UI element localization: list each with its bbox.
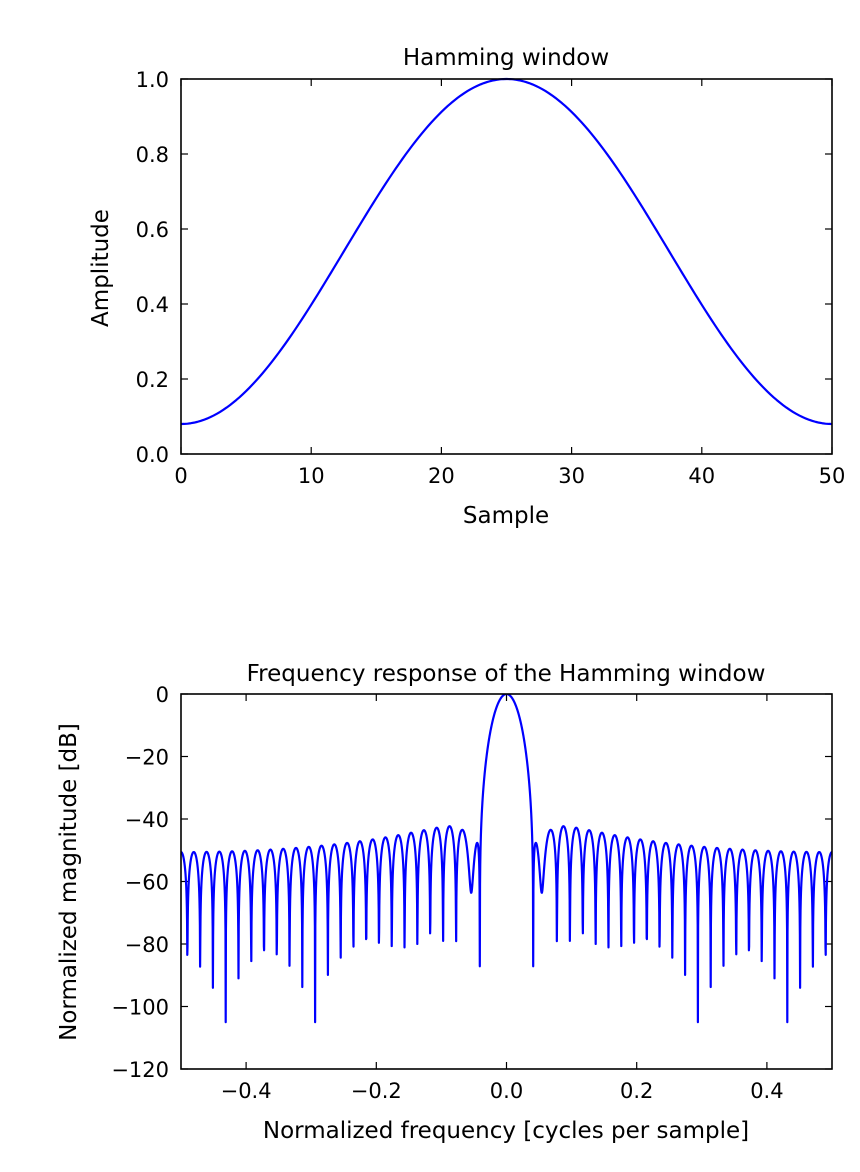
plot2-y-tick-labels: 0 −20 −40 −60 −80 −100 −120 bbox=[111, 683, 169, 1082]
x-tick-label: 0.4 bbox=[750, 1079, 783, 1103]
x-tick-label: 20 bbox=[428, 464, 455, 488]
x-tick-label: 0.2 bbox=[620, 1079, 653, 1103]
y-tick-label: −40 bbox=[125, 808, 169, 832]
y-tick-label: −120 bbox=[111, 1058, 169, 1082]
y-tick-label: 1.0 bbox=[136, 68, 169, 92]
plot2-y-axis-label: Normalized magnitude [dB] bbox=[56, 723, 82, 1041]
plot-hamming-window: Hamming window 0 10 20 30 40 50 0.00.20.40.60… bbox=[88, 45, 845, 529]
x-tick-label: 30 bbox=[558, 464, 585, 488]
plot1-y-tick-labels: 0.0 0.2 0.4 0.6 0.8 1.0 bbox=[136, 68, 169, 467]
plot1-series-line bbox=[180, 77, 833, 426]
x-tick-label: 40 bbox=[688, 464, 715, 488]
y-tick-label: −100 bbox=[111, 996, 169, 1020]
y-tick-label: 0 bbox=[156, 683, 169, 707]
plot1-ticks bbox=[180, 78, 833, 455]
x-tick-label: 10 bbox=[298, 464, 325, 488]
y-tick-label: −60 bbox=[125, 871, 169, 895]
y-tick-label: −20 bbox=[125, 746, 169, 770]
plot1-y-axis-label: Amplitude bbox=[88, 209, 114, 327]
x-tick-label: −0.2 bbox=[351, 1079, 402, 1103]
y-tick-label: 0.6 bbox=[136, 218, 169, 242]
y-tick-label: −80 bbox=[125, 933, 169, 957]
x-tick-label: 50 bbox=[819, 464, 846, 488]
plot-frequency-response: Frequency response of the Hamming window… bbox=[56, 661, 833, 1144]
x-tick-label: 0.0 bbox=[490, 1079, 523, 1103]
x-tick-label: −0.4 bbox=[221, 1079, 272, 1103]
y-tick-label: 0.2 bbox=[136, 368, 169, 392]
plot1-x-axis-label: Sample bbox=[463, 503, 549, 529]
plot2-frame bbox=[180, 693, 833, 1070]
plot2-x-tick-labels: −0.4 −0.2 0.0 0.2 0.4 bbox=[221, 1079, 784, 1103]
y-tick-label: 0.8 bbox=[136, 143, 169, 167]
y-tick-label: 0.0 bbox=[136, 443, 169, 467]
y-tick-label: 0.4 bbox=[136, 293, 169, 317]
plot1-frame bbox=[180, 78, 833, 455]
plot2-x-axis-label: Normalized frequency [cycles per sample] bbox=[263, 1118, 749, 1144]
plot2-title: Frequency response of the Hamming window bbox=[247, 661, 766, 687]
plot1-title: Hamming window bbox=[403, 45, 609, 71]
x-tick-label: 0 bbox=[174, 464, 187, 488]
plot2-series-line bbox=[181, 694, 832, 1024]
plot1-x-tick-labels: 0 10 20 30 40 50 bbox=[174, 464, 845, 488]
